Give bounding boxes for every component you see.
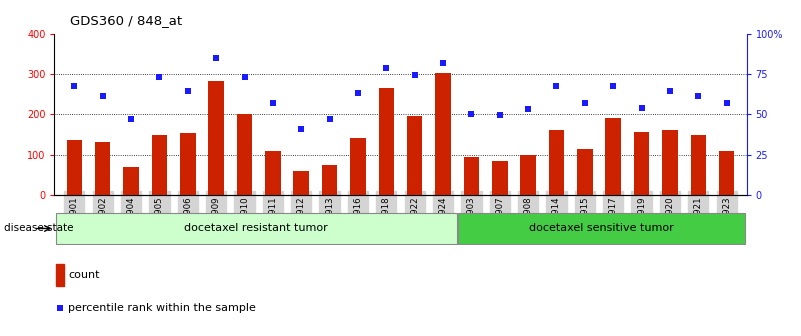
Point xyxy=(267,100,280,106)
Point xyxy=(692,93,705,99)
Point xyxy=(210,55,223,60)
Text: docetaxel sensitive tumor: docetaxel sensitive tumor xyxy=(529,223,674,234)
Point xyxy=(295,126,308,132)
Point xyxy=(409,73,421,78)
Bar xyxy=(606,118,621,195)
Bar xyxy=(322,165,337,195)
Text: percentile rank within the sample: percentile rank within the sample xyxy=(68,303,256,313)
Point xyxy=(465,112,478,117)
Text: disease state: disease state xyxy=(4,223,74,234)
Bar xyxy=(151,135,167,195)
Bar xyxy=(350,138,366,195)
Point xyxy=(607,83,620,89)
Bar xyxy=(407,116,422,195)
Bar xyxy=(577,149,593,195)
Bar xyxy=(379,88,394,195)
Bar xyxy=(208,81,224,195)
Bar xyxy=(66,140,83,195)
Point xyxy=(352,91,364,96)
Bar xyxy=(634,132,650,195)
Point xyxy=(578,100,591,106)
Point xyxy=(96,93,109,99)
Point xyxy=(437,60,449,66)
Point xyxy=(635,106,648,111)
Bar xyxy=(521,155,536,195)
Bar xyxy=(265,151,280,195)
Point xyxy=(380,65,392,71)
Point xyxy=(521,106,534,112)
Point xyxy=(54,305,66,310)
Bar xyxy=(180,133,195,195)
Bar xyxy=(718,151,735,195)
Bar xyxy=(237,114,252,195)
Point xyxy=(181,88,194,93)
Bar xyxy=(464,157,479,195)
Point xyxy=(125,116,138,122)
Point xyxy=(493,113,506,118)
Point xyxy=(663,88,676,93)
Bar xyxy=(549,130,564,195)
FancyBboxPatch shape xyxy=(56,213,457,244)
Bar xyxy=(690,135,706,195)
Point xyxy=(323,116,336,122)
Text: docetaxel resistant tumor: docetaxel resistant tumor xyxy=(184,223,328,234)
Text: GDS360 / 848_at: GDS360 / 848_at xyxy=(70,14,183,27)
Bar xyxy=(662,130,678,195)
Bar xyxy=(95,142,111,195)
FancyBboxPatch shape xyxy=(458,213,745,244)
Point xyxy=(720,100,733,106)
Text: count: count xyxy=(68,270,99,280)
Point xyxy=(68,83,81,89)
Bar xyxy=(293,171,309,195)
Point xyxy=(153,75,166,80)
Bar xyxy=(492,161,508,195)
Bar xyxy=(56,264,64,286)
Point xyxy=(238,74,251,79)
Point xyxy=(550,83,563,89)
Bar xyxy=(435,73,451,195)
Bar xyxy=(123,167,139,195)
